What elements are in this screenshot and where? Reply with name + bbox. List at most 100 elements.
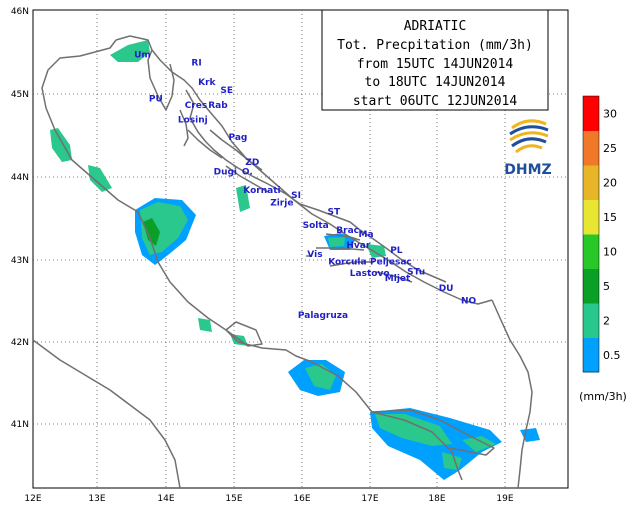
place-label-dugi: Dugi xyxy=(214,168,237,178)
x-tick-15e: 15E xyxy=(225,494,242,504)
place-label-rab: Rab xyxy=(208,101,228,111)
y-tick-46n: 46N xyxy=(11,7,29,17)
legend-label-10: 10 xyxy=(603,245,617,258)
title-from: from 15UTC 14JUN2014 xyxy=(357,57,514,72)
legend-frame xyxy=(582,95,600,373)
place-label-st: ST xyxy=(328,208,341,218)
place-label-losinj: Losinj xyxy=(178,115,208,125)
place-label-ma: Ma xyxy=(359,230,374,240)
place-label-pu: PU xyxy=(149,95,163,105)
title-region: ADRIATIC xyxy=(404,19,467,34)
x-tick-17e: 17E xyxy=(361,494,378,504)
precip-italian-coast-2 xyxy=(88,165,112,192)
istria-peninsula xyxy=(147,49,175,111)
place-label-ri: RI xyxy=(191,59,201,69)
place-label-lastovo: Lastovo xyxy=(350,269,390,279)
legend-label-15: 15 xyxy=(603,211,617,224)
place-label-stu: STu xyxy=(407,268,425,278)
precip-makarska xyxy=(366,244,386,258)
x-tick-13e: 13E xyxy=(88,494,105,504)
logo-arc-1 xyxy=(511,119,547,130)
y-tick-42n: 42N xyxy=(11,338,29,348)
precip-split-inner xyxy=(328,237,345,247)
island-losinj xyxy=(187,129,223,159)
x-axis-labels: 12E 13E 14E 15E 16E 17E 18E 19E xyxy=(24,494,513,504)
legend-swatch-5 xyxy=(583,268,599,304)
italy-west-coast xyxy=(32,339,181,489)
island-pag xyxy=(209,129,263,171)
place-label-se: SE xyxy=(220,86,233,96)
dhmz-logo: DHMZ xyxy=(504,118,552,178)
x-tick-18e: 18E xyxy=(428,494,445,504)
legend-swatch-1 xyxy=(583,130,599,166)
legend-label-30: 30 xyxy=(603,107,617,120)
place-label-no: NO xyxy=(461,297,477,307)
y-tick-41n: 41N xyxy=(11,420,29,430)
x-tick-14e: 14E xyxy=(157,494,174,504)
island-dugi xyxy=(225,165,269,193)
precip-pescara xyxy=(198,318,212,332)
legend-label-25: 25 xyxy=(603,142,617,155)
island-korcula xyxy=(329,261,374,267)
x-tick-16e: 16E xyxy=(293,494,310,504)
logo-text: DHMZ xyxy=(504,162,551,178)
logo-arc-2 xyxy=(509,125,549,136)
legend-label-0-5: 0.5 xyxy=(603,349,621,362)
legend-swatch-6 xyxy=(583,303,599,338)
place-label-brac: Brac xyxy=(336,226,359,236)
legend-swatch-2 xyxy=(583,165,599,200)
gargano xyxy=(225,321,263,347)
y-tick-45n: 45N xyxy=(11,90,29,100)
title-box-frame xyxy=(321,9,549,111)
place-label-um: Um xyxy=(134,50,151,60)
precip-istria-north xyxy=(110,40,150,62)
albania-coast xyxy=(491,299,533,489)
legend-swatch-4 xyxy=(583,234,599,269)
logo-arc-4 xyxy=(511,137,547,148)
x-tick-19e: 19E xyxy=(496,494,513,504)
place-label-si: SI xyxy=(291,191,301,201)
place-label-cres: Cres xyxy=(185,101,208,111)
place-label-o-: O. xyxy=(242,168,253,178)
place-label-hvar: Hvar xyxy=(346,241,370,251)
salento-peninsula xyxy=(371,409,495,456)
place-label-solta: Solta xyxy=(303,221,329,231)
legend-swatch-3 xyxy=(583,199,599,235)
y-tick-43n: 43N xyxy=(11,256,29,266)
place-label-zd: ZD xyxy=(245,158,259,168)
coastlines xyxy=(32,35,533,489)
island-mljet xyxy=(375,271,413,283)
precip-salento xyxy=(375,414,452,446)
precip-italian-coast-north xyxy=(50,128,72,162)
place-label-zirje: Zirje xyxy=(270,199,293,209)
island-hvar xyxy=(316,247,365,251)
y-tick-44n: 44N xyxy=(11,173,29,183)
legend-label-2: 2 xyxy=(603,314,610,327)
place-label-korcula: Korcula xyxy=(328,258,366,268)
precip-salento-2 xyxy=(462,436,496,452)
place-label-mljet: Mljet xyxy=(385,274,411,284)
place-label-kornati: Kornati xyxy=(243,186,280,196)
legend-label-5: 5 xyxy=(603,280,610,293)
x-tick-12e: 12E xyxy=(24,494,41,504)
place-label-pl: PL xyxy=(390,246,403,256)
place-label-du: DU xyxy=(439,284,454,294)
precip-ancona-heavy xyxy=(143,218,160,246)
title-box: ADRIATIC Tot. Precpitation (mm/3h) from … xyxy=(321,9,549,111)
istria-croatia-coast xyxy=(115,35,493,305)
italy-adriatic-coast xyxy=(41,39,463,481)
place-label-palagruza: Palagruza xyxy=(298,311,348,321)
precip-kornati xyxy=(236,185,250,212)
legend-swatch-7 xyxy=(583,337,599,373)
y-axis-labels: 46N 45N 44N 43N 42N 41N xyxy=(11,7,29,430)
place-label-vis: Vis xyxy=(307,250,322,260)
logo-arc-3 xyxy=(509,131,549,142)
place-label-peljesac: Peljesac xyxy=(370,258,412,268)
place-label-pag: Pag xyxy=(229,133,248,143)
island-cres xyxy=(179,109,189,147)
legend-swatch-0 xyxy=(583,96,599,131)
legend: (mm/3h) 30 25 20 15 10 5 2 0.5 xyxy=(579,95,627,403)
title-variable: Tot. Precpitation (mm/3h) xyxy=(337,38,533,53)
